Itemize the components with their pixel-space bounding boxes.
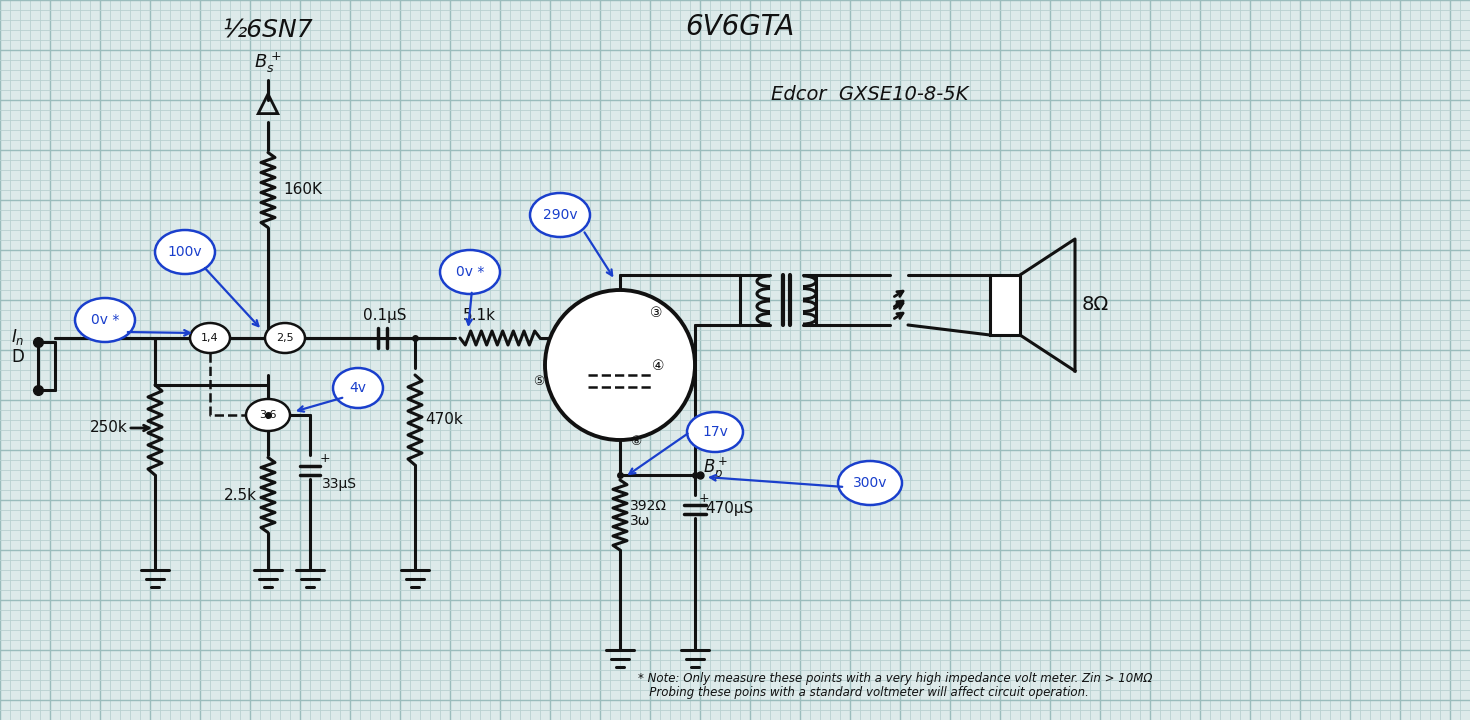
Ellipse shape bbox=[686, 412, 742, 452]
Ellipse shape bbox=[838, 461, 903, 505]
Ellipse shape bbox=[265, 323, 304, 353]
Ellipse shape bbox=[190, 323, 229, 353]
Ellipse shape bbox=[531, 193, 589, 237]
Text: 250k: 250k bbox=[90, 420, 128, 436]
Ellipse shape bbox=[75, 298, 135, 342]
Text: ½6SN7: ½6SN7 bbox=[222, 19, 313, 43]
Bar bbox=[989, 275, 1020, 335]
Ellipse shape bbox=[154, 230, 215, 274]
Circle shape bbox=[545, 290, 695, 440]
Text: 392Ω: 392Ω bbox=[631, 499, 667, 513]
Text: 300v: 300v bbox=[853, 476, 888, 490]
Text: * Note: Only measure these points with a very high impedance volt meter. Zin > 1: * Note: Only measure these points with a… bbox=[638, 672, 1152, 685]
Text: ⑧: ⑧ bbox=[631, 435, 641, 448]
Text: 290v: 290v bbox=[542, 208, 578, 222]
Text: 5.1k: 5.1k bbox=[463, 308, 495, 323]
Text: 470k: 470k bbox=[425, 413, 463, 428]
Text: 33µS: 33µS bbox=[322, 477, 357, 491]
Text: 4v: 4v bbox=[350, 381, 366, 395]
Text: 160K: 160K bbox=[284, 182, 322, 197]
Text: $B_s^+$: $B_s^+$ bbox=[254, 51, 282, 76]
Text: $B_p^+$: $B_p^+$ bbox=[703, 456, 729, 483]
Text: 3,6: 3,6 bbox=[259, 410, 276, 420]
Text: 17v: 17v bbox=[703, 425, 728, 439]
Ellipse shape bbox=[334, 368, 384, 408]
Text: Edcor  GXSE10-8-5K: Edcor GXSE10-8-5K bbox=[772, 85, 969, 104]
Text: 0v *: 0v * bbox=[91, 313, 119, 327]
Text: 470µS: 470µS bbox=[706, 501, 753, 516]
Text: 2.5k: 2.5k bbox=[223, 487, 257, 503]
Text: 3ω: 3ω bbox=[631, 514, 650, 528]
Text: Probing these poins with a standard voltmeter will affect circuit operation.: Probing these poins with a standard volt… bbox=[638, 686, 1089, 699]
Text: 8Ω: 8Ω bbox=[1082, 295, 1110, 315]
Text: ⑤: ⑤ bbox=[534, 375, 544, 388]
Text: 0.1µS: 0.1µS bbox=[363, 308, 407, 323]
Text: +: + bbox=[700, 492, 710, 505]
Ellipse shape bbox=[440, 250, 500, 294]
Text: ③: ③ bbox=[650, 306, 663, 320]
Text: 6V6GTA: 6V6GTA bbox=[685, 13, 795, 41]
Text: D: D bbox=[12, 348, 25, 366]
Text: +: + bbox=[320, 452, 331, 465]
Text: ④: ④ bbox=[653, 359, 664, 373]
Text: 1,4: 1,4 bbox=[201, 333, 219, 343]
Text: 2,5: 2,5 bbox=[276, 333, 294, 343]
Text: 0v *: 0v * bbox=[456, 265, 484, 279]
Text: 100v: 100v bbox=[168, 245, 203, 259]
Ellipse shape bbox=[245, 399, 290, 431]
Text: $I_n$: $I_n$ bbox=[12, 327, 25, 347]
